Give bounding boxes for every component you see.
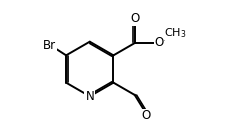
Text: O: O — [130, 12, 139, 25]
Text: Br: Br — [43, 39, 56, 52]
Text: O: O — [154, 36, 163, 49]
Text: CH$_3$: CH$_3$ — [164, 26, 186, 40]
Text: N: N — [85, 90, 94, 103]
Text: O: O — [141, 109, 150, 122]
